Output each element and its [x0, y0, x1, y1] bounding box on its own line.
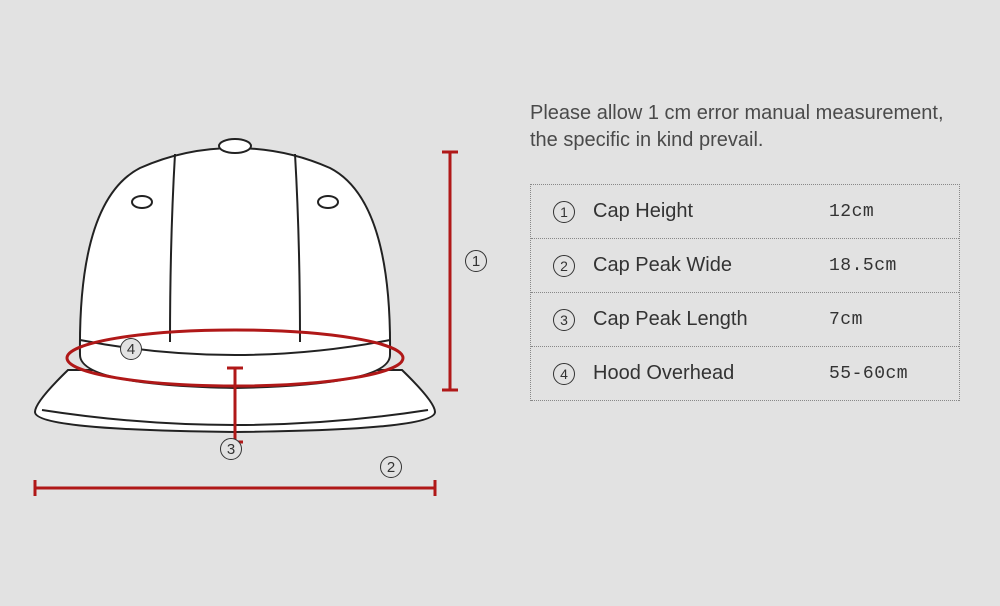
spec-num-icon: 1 [553, 201, 575, 223]
dim-1-line [442, 152, 458, 390]
spec-value: 18.5cm [829, 256, 939, 276]
dim-3-label: 3 [220, 438, 242, 460]
spec-label: Cap Peak Length [593, 308, 829, 331]
spec-row: 2 Cap Peak Wide 18.5cm [531, 239, 959, 293]
cap-eyelet-left [132, 196, 152, 208]
cap-svg [20, 80, 500, 540]
spec-row: 4 Hood Overhead 55-60cm [531, 347, 959, 401]
spec-value: 7cm [829, 310, 939, 330]
spec-num-icon: 4 [553, 363, 575, 385]
spec-value: 12cm [829, 202, 939, 222]
cap-button [219, 139, 251, 153]
spec-row: 3 Cap Peak Length 7cm [531, 293, 959, 347]
spec-label: Cap Peak Wide [593, 254, 829, 277]
spec-label: Cap Height [593, 200, 829, 223]
dim-4-label: 4 [120, 338, 142, 360]
spec-label: Hood Overhead [593, 362, 829, 385]
cap-eyelet-right [318, 196, 338, 208]
cap-diagram: 1 2 3 4 [20, 80, 500, 540]
spec-table: 1 Cap Height 12cm 2 Cap Peak Wide 18.5cm… [530, 184, 960, 401]
info-area: Please allow 1 cm error manual measureme… [530, 100, 960, 401]
spec-num-icon: 3 [553, 309, 575, 331]
dim-2-line [35, 480, 435, 496]
disclaimer-text: Please allow 1 cm error manual measureme… [530, 100, 960, 154]
spec-value: 55-60cm [829, 364, 939, 384]
spec-num-icon: 2 [553, 255, 575, 277]
dim-1-label: 1 [465, 250, 487, 272]
spec-row: 1 Cap Height 12cm [531, 185, 959, 239]
dim-2-label: 2 [380, 456, 402, 478]
